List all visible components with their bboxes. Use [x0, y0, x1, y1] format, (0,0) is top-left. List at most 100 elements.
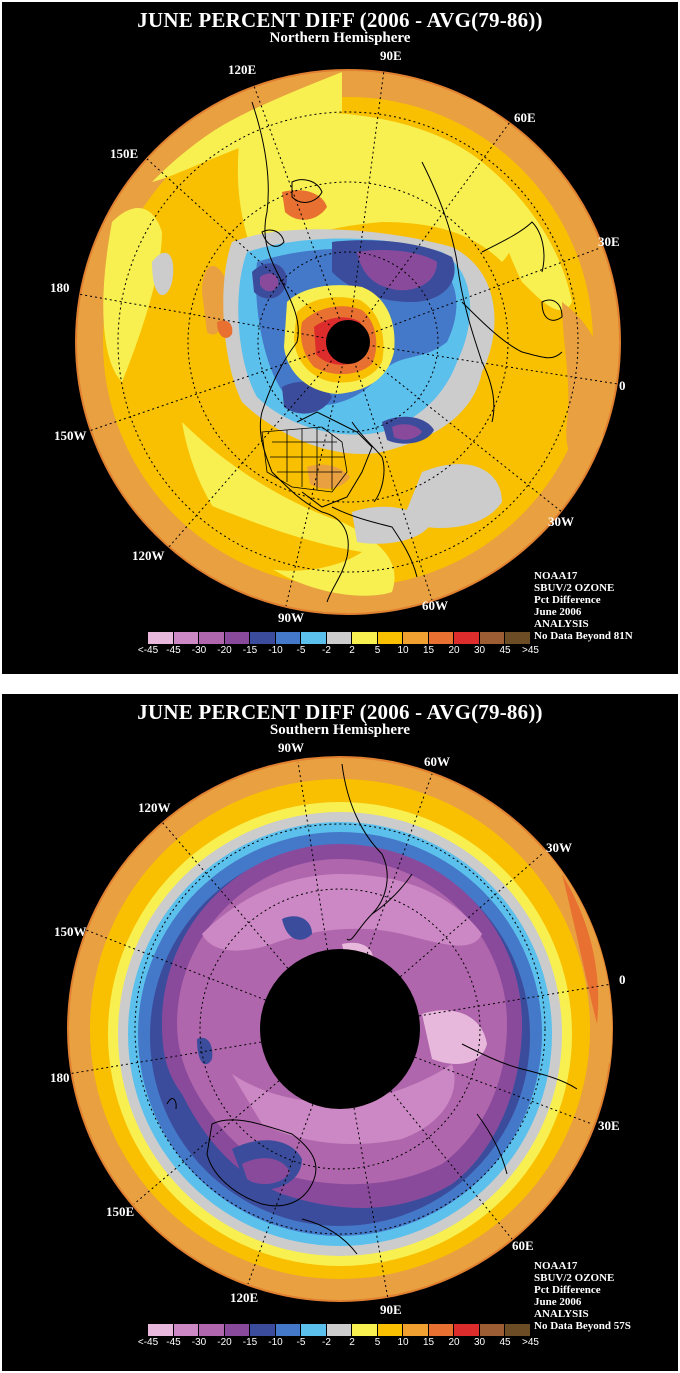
legend-swatch	[224, 632, 250, 644]
legend-tick-label: -2	[322, 645, 331, 656]
southern-hemisphere-panel: JUNE PERCENT DIFF (2006 - AVG(79-86)) So…	[2, 694, 678, 1371]
lon-label: 30W	[548, 514, 574, 529]
map-subtitle: Northern Hemisphere	[269, 30, 411, 46]
lon-label: 150W	[54, 924, 87, 939]
lon-label: 60W	[422, 598, 448, 613]
legend-tick-label: 2	[349, 645, 355, 656]
lon-label: 150E	[110, 146, 139, 161]
legend-swatch	[275, 632, 301, 644]
lon-label: 120E	[228, 62, 257, 77]
legend-tick-label: 20	[448, 645, 460, 656]
lon-label: 120E	[230, 1290, 259, 1305]
northern-hemisphere-map	[75, 69, 621, 615]
legend-swatch	[148, 1324, 174, 1336]
lon-label: 30W	[546, 840, 572, 855]
legend-tick-label: 30	[473, 645, 486, 656]
lon-label: 90E	[380, 1302, 402, 1317]
legend-tick-label: 15	[422, 645, 435, 656]
lon-label: 90E	[380, 48, 402, 63]
info-line: June 2006	[534, 606, 582, 618]
legend-tick-label: 15	[422, 1337, 435, 1348]
lon-label: 180	[50, 280, 70, 295]
map-subtitle: Southern Hemisphere	[269, 722, 411, 738]
legend-swatch	[275, 1324, 301, 1336]
legend-tick-label: 5	[374, 645, 381, 656]
lon-label: 180	[50, 1070, 70, 1085]
ozone-contours	[103, 72, 606, 596]
legend-swatch	[377, 632, 403, 644]
legend-tick-label: 30	[473, 1337, 486, 1348]
legend-swatch	[377, 1324, 403, 1336]
legend-swatch	[454, 632, 480, 644]
legend-swatch	[301, 632, 327, 644]
legend-tick-label: -10	[268, 1337, 283, 1348]
legend-tick-label: -5	[296, 645, 306, 656]
legend-tick-label: -30	[191, 1337, 207, 1348]
info-line: ANALYSIS	[534, 618, 589, 630]
info-line: June 2006	[534, 1296, 582, 1308]
legend-swatch	[326, 1324, 352, 1336]
info-line: ANALYSIS	[534, 1308, 589, 1320]
legend-tick-label: 10	[397, 645, 409, 656]
legend-swatch	[505, 1324, 531, 1336]
legend-swatch	[352, 1324, 378, 1336]
legend-tick-label: -45	[166, 645, 181, 656]
us-state-grid	[261, 426, 348, 493]
legend-swatch	[326, 632, 352, 644]
legend-tick-label: 10	[397, 1337, 409, 1348]
legend-tick-label: 45	[499, 1337, 511, 1348]
info-line: SBUV/2 OZONE	[534, 582, 615, 594]
lon-label: 90W	[278, 740, 304, 755]
legend-tick-label: >45	[522, 645, 539, 656]
lon-label: 60E	[514, 110, 536, 125]
legend-swatch	[352, 632, 378, 644]
legend-swatch	[250, 1324, 276, 1336]
lon-label: 90W	[278, 610, 304, 625]
legend-swatch	[403, 632, 429, 644]
coastlines	[251, 101, 563, 603]
lon-label: 30E	[598, 1118, 620, 1133]
legend-tick-label: -10	[268, 645, 283, 656]
lon-label: 150W	[54, 428, 87, 443]
northern-hemisphere-panel: JUNE PERCENT DIFF (2006 - AVG(79-86)) No…	[2, 2, 678, 674]
legend-tick-label: -15	[242, 1337, 258, 1348]
legend-tick-label: <-45	[137, 645, 159, 656]
info-line: NOAA17	[534, 570, 578, 582]
legend-swatch	[173, 632, 199, 644]
legend-swatch	[479, 632, 505, 644]
lon-label: 60E	[512, 1238, 534, 1253]
lon-label: 120W	[132, 548, 165, 563]
legend-tick-label: -2	[322, 1337, 331, 1348]
legend-swatch	[454, 1324, 480, 1336]
lon-label: 120W	[138, 800, 171, 815]
lon-label: 30E	[598, 234, 620, 249]
legend-swatch	[428, 1324, 454, 1336]
info-line: No Data Beyond 81N	[534, 630, 633, 642]
info-line: NOAA17	[534, 1260, 578, 1272]
lon-label: 0	[619, 378, 626, 393]
legend-swatch	[199, 1324, 225, 1336]
legend-tick-label: -30	[191, 645, 207, 656]
legend-tick-label: -15	[242, 645, 258, 656]
legend-tick-label: <-45	[137, 1337, 159, 1348]
legend-tick-label: -5	[296, 1337, 306, 1348]
legend-tick-label: >45	[522, 1337, 539, 1348]
legend-tick-label: -45	[166, 1337, 181, 1348]
legend-swatch	[148, 632, 174, 644]
legend-swatch	[173, 1324, 199, 1336]
graticule	[67, 761, 613, 1300]
map-title: JUNE PERCENT DIFF (2006 - AVG(79-86))	[137, 700, 543, 724]
lon-label: 150E	[106, 1204, 135, 1219]
info-line: No Data Beyond 57S	[534, 1320, 631, 1332]
legend-swatch	[403, 1324, 429, 1336]
legend-swatch	[224, 1324, 250, 1336]
data-info-block: NOAA17 SBUV/2 OZONE Pct Difference June …	[534, 570, 633, 642]
southern-hemisphere-map	[67, 756, 613, 1302]
color-legend	[148, 1324, 531, 1336]
lon-label: 0	[619, 972, 626, 987]
info-line: Pct Difference	[534, 1284, 601, 1296]
info-line: SBUV/2 OZONE	[534, 1272, 615, 1284]
legend-swatch	[479, 1324, 505, 1336]
legend-tick-label: 5	[374, 1337, 381, 1348]
color-legend	[148, 632, 531, 644]
